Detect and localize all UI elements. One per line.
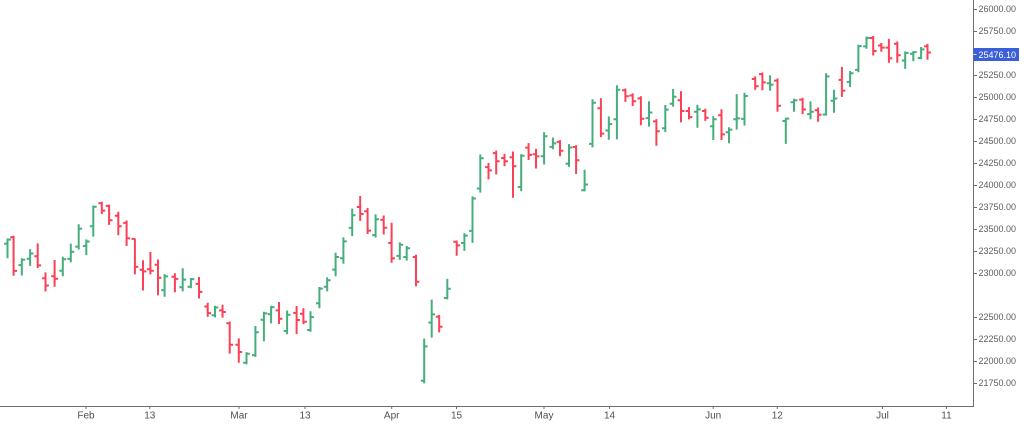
svg-text:26000.00: 26000.00: [979, 4, 1017, 14]
svg-text:13: 13: [144, 411, 156, 422]
svg-text:25750.00: 25750.00: [979, 26, 1017, 36]
svg-text:Jul: Jul: [876, 411, 889, 422]
svg-text:Apr: Apr: [384, 411, 400, 422]
svg-text:25250.00: 25250.00: [979, 70, 1017, 80]
svg-text:14: 14: [604, 411, 616, 422]
svg-text:23250.00: 23250.00: [979, 246, 1017, 256]
svg-text:24000.00: 24000.00: [979, 180, 1017, 190]
svg-text:22500.00: 22500.00: [979, 312, 1017, 322]
svg-text:11: 11: [941, 411, 952, 422]
svg-text:24500.00: 24500.00: [979, 136, 1017, 146]
svg-text:13: 13: [299, 411, 311, 422]
svg-text:23750.00: 23750.00: [979, 202, 1017, 212]
svg-text:12: 12: [772, 411, 784, 422]
svg-text:22250.00: 22250.00: [979, 334, 1017, 344]
svg-text:23000.00: 23000.00: [979, 268, 1017, 278]
svg-text:Mar: Mar: [230, 411, 248, 422]
svg-text:21750.00: 21750.00: [979, 378, 1017, 388]
svg-text:15: 15: [451, 411, 463, 422]
svg-text:Feb: Feb: [77, 411, 95, 422]
svg-text:25000.00: 25000.00: [979, 92, 1017, 102]
svg-text:25476.10: 25476.10: [979, 50, 1017, 60]
svg-text:22000.00: 22000.00: [979, 356, 1017, 366]
svg-text:23500.00: 23500.00: [979, 224, 1017, 234]
svg-text:24250.00: 24250.00: [979, 158, 1017, 168]
svg-text:May: May: [535, 411, 554, 422]
svg-text:24750.00: 24750.00: [979, 114, 1017, 124]
svg-text:Jun: Jun: [705, 411, 721, 422]
